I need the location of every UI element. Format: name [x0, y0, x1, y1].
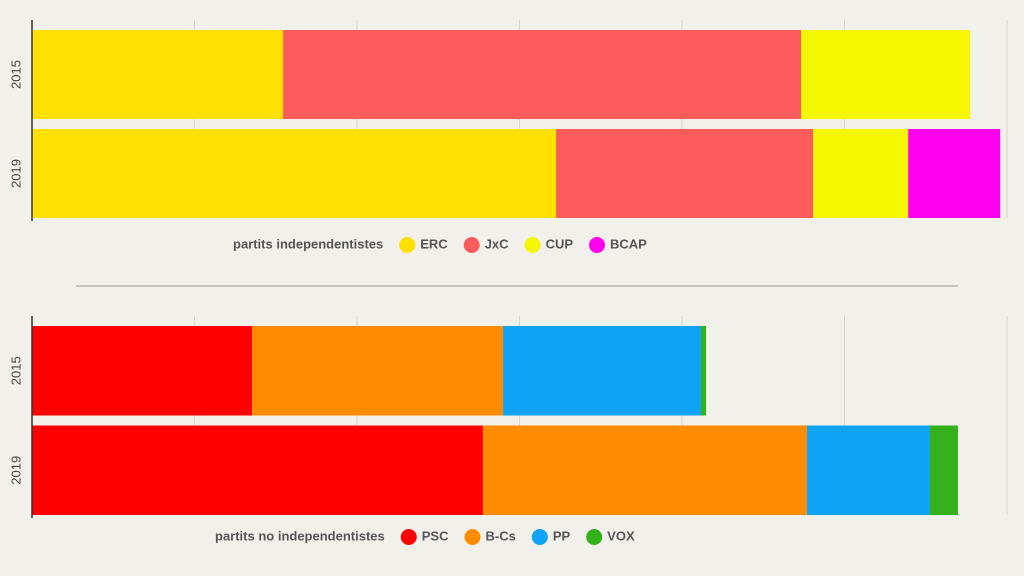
legend-item: PSC	[422, 528, 449, 543]
y-tick-label: 2015	[8, 356, 23, 385]
legend-item: VOX	[607, 528, 635, 543]
legend-item: B-Cs	[485, 528, 515, 543]
legend-title: partits no independentistes	[215, 528, 385, 543]
legend-item: JxC	[485, 236, 509, 251]
bar-segment	[482, 425, 807, 515]
legend-swatch	[463, 237, 480, 253]
bar-segment	[283, 30, 802, 119]
legend-swatch	[589, 237, 606, 253]
bar-segment	[503, 326, 702, 416]
bar-segment	[806, 425, 930, 515]
bar-segment	[32, 129, 557, 218]
y-tick-label: 2015	[8, 60, 23, 89]
bar-segment	[929, 425, 958, 515]
bar-segment	[801, 30, 971, 119]
legend-swatch	[524, 237, 541, 253]
legend-item: PP	[553, 528, 571, 543]
legend-swatch	[531, 529, 548, 545]
legend-title: partits independentistes	[233, 236, 383, 251]
legend-item: BCAP	[610, 236, 647, 251]
bar-segment	[556, 129, 814, 218]
legend-item: ERC	[420, 236, 448, 251]
bar-segment	[252, 326, 504, 416]
bar-segment	[32, 425, 483, 515]
legend-swatch	[586, 529, 603, 545]
bar-segment	[32, 326, 253, 416]
y-tick-label: 2019	[8, 456, 23, 485]
legend-swatch	[399, 237, 416, 253]
legend-swatch	[464, 529, 481, 545]
legend-item: CUP	[546, 236, 574, 251]
bar-segment	[701, 326, 707, 416]
bar-segment	[813, 129, 909, 218]
y-tick-label: 2019	[8, 159, 23, 188]
bar-segment	[32, 30, 284, 119]
bar-segment	[908, 129, 1001, 218]
legend-swatch	[400, 529, 417, 545]
